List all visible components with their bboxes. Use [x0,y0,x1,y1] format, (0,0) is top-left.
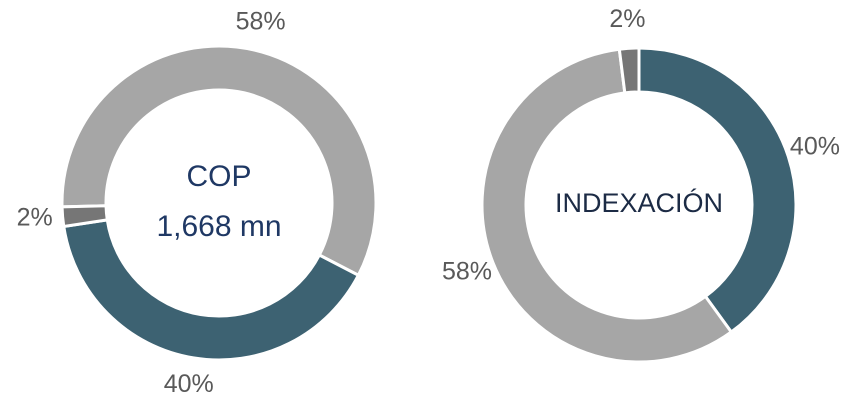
donut-segment [637,46,798,335]
donut-segment [480,47,734,364]
center-text: 1,668 mn [156,210,281,243]
data-label: 40% [164,370,214,398]
donut-segment [60,204,109,229]
donut-segment [617,46,641,95]
data-label: 2% [609,5,645,33]
data-label: 58% [236,7,286,35]
center-text: COP [186,160,251,193]
data-label: 2% [17,204,53,232]
center-text: INDEXACIÓN [555,187,723,218]
data-label: 58% [442,258,492,286]
donut-segment [60,44,378,278]
data-label: 40% [790,132,840,160]
donut-segment [62,218,361,362]
